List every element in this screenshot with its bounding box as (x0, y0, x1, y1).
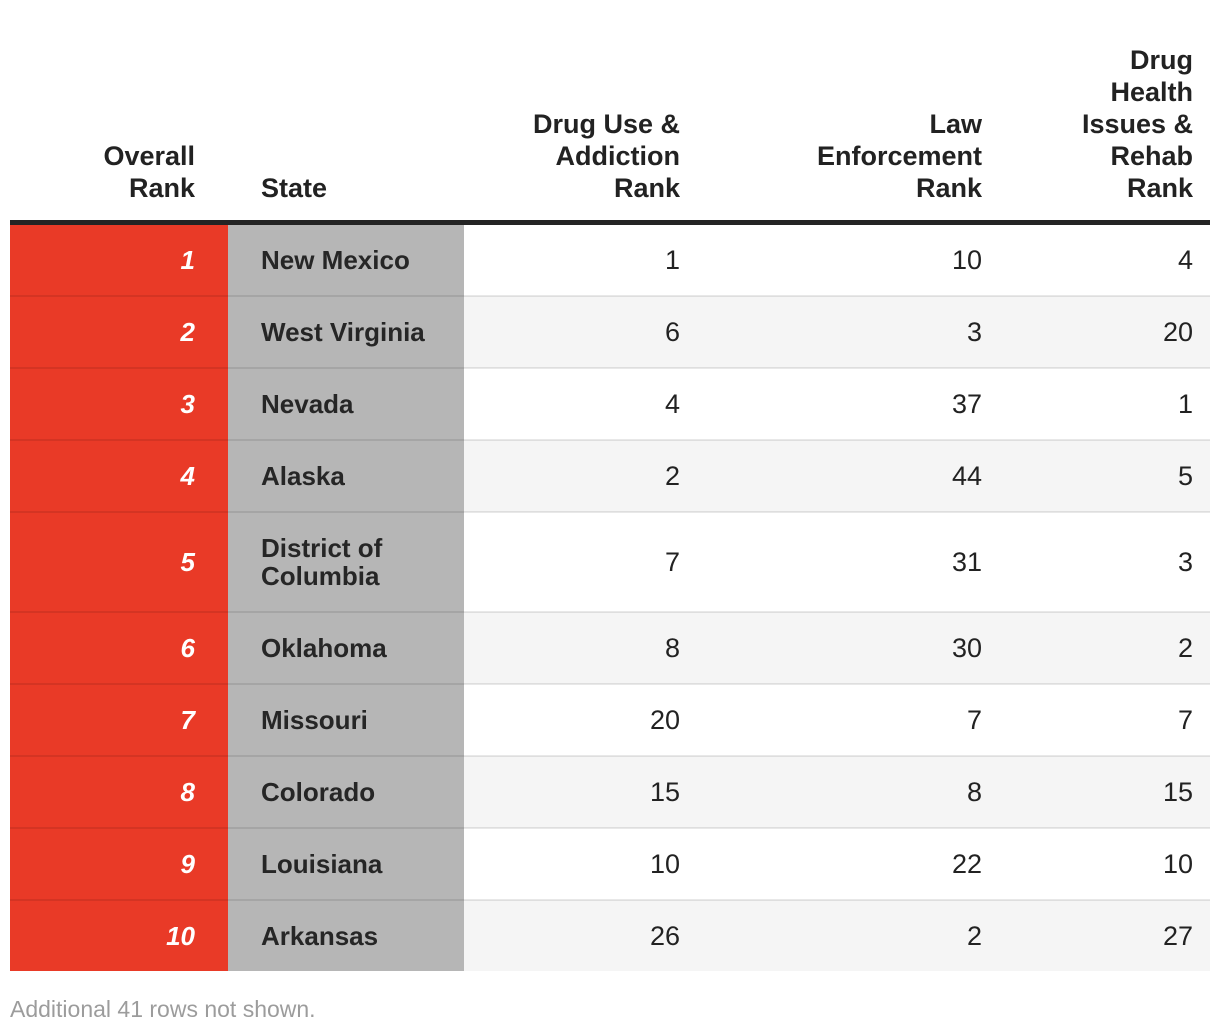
additional-rows-note: Additional 41 rows not shown. (10, 996, 316, 1022)
law-enforcement-rank-cell: 44 (697, 439, 999, 512)
overall-rank-cell: 3 (10, 367, 228, 440)
overall-rank-cell: 7 (10, 683, 228, 756)
table-row: 9 Louisiana 10 22 10 (10, 827, 1210, 900)
drug-health-rehab-rank-cell: 3 (999, 511, 1210, 612)
law-enforcement-rank-cell: 30 (697, 611, 999, 684)
overall-rank-cell: 4 (10, 439, 228, 512)
column-header-drug-use-addiction-rank: Drug Use & Addiction Rank (464, 44, 697, 225)
column-header-label: Drug Health Issues & Rehab Rank (1081, 45, 1193, 203)
drug-health-rehab-rank-cell: 1 (999, 367, 1210, 440)
overall-rank-cell: 8 (10, 755, 228, 828)
rankings-table: Overall Rank State Drug Use & Addiction … (10, 44, 1210, 971)
table-row: 6 Oklahoma 8 30 2 (10, 611, 1210, 684)
table-row: 8 Colorado 15 8 15 (10, 755, 1210, 828)
drug-health-rehab-rank-cell: 5 (999, 439, 1210, 512)
drug-health-rehab-rank-cell: 4 (999, 222, 1210, 296)
state-cell: West Virginia (228, 295, 464, 368)
table-row: 10 Arkansas 26 2 27 (10, 899, 1210, 971)
header-row: Overall Rank State Drug Use & Addiction … (10, 44, 1210, 225)
law-enforcement-rank-cell: 31 (697, 511, 999, 612)
overall-rank-cell: 1 (10, 222, 228, 296)
column-header-state: State (228, 44, 464, 225)
table-row: 2 West Virginia 6 3 20 (10, 295, 1210, 368)
table-row: 7 Missouri 20 7 7 (10, 683, 1210, 756)
table-row: 3 Nevada 4 37 1 (10, 367, 1210, 440)
drug-health-rehab-rank-cell: 10 (999, 827, 1210, 900)
state-cell: Alaska (228, 439, 464, 512)
state-cell: Louisiana (228, 827, 464, 900)
drug-use-addiction-rank-cell: 2 (464, 439, 697, 512)
drug-use-addiction-rank-cell: 7 (464, 511, 697, 612)
table-row: 1 New Mexico 1 10 4 (10, 222, 1210, 296)
law-enforcement-rank-cell: 37 (697, 367, 999, 440)
drug-use-addiction-rank-cell: 4 (464, 367, 697, 440)
law-enforcement-rank-cell: 10 (697, 222, 999, 296)
overall-rank-cell: 5 (10, 511, 228, 612)
drug-use-addiction-rank-cell: 8 (464, 611, 697, 684)
drug-use-addiction-rank-cell: 6 (464, 295, 697, 368)
law-enforcement-rank-cell: 7 (697, 683, 999, 756)
column-header-law-enforcement-rank: Law Enforcement Rank (697, 44, 999, 225)
state-cell: Arkansas (228, 899, 464, 971)
overall-rank-cell: 2 (10, 295, 228, 368)
column-header-label: Drug Use & Addiction Rank (532, 109, 680, 203)
drug-health-rehab-rank-cell: 27 (999, 899, 1210, 971)
column-header-label: State (261, 173, 328, 203)
state-cell: District of Columbia (228, 511, 464, 612)
table-body: 1 New Mexico 1 10 4 2 West Virginia 6 3 … (10, 222, 1210, 971)
state-cell: New Mexico (228, 222, 464, 296)
overall-rank-cell: 9 (10, 827, 228, 900)
column-header-label: Law Enforcement Rank (816, 109, 982, 203)
drug-use-addiction-rank-cell: 1 (464, 222, 697, 296)
state-cell: Oklahoma (228, 611, 464, 684)
column-header-drug-health-rehab-rank: Drug Health Issues & Rehab Rank (999, 44, 1210, 225)
drug-use-addiction-rank-cell: 10 (464, 827, 697, 900)
state-cell: Missouri (228, 683, 464, 756)
state-cell: Colorado (228, 755, 464, 828)
law-enforcement-rank-cell: 8 (697, 755, 999, 828)
drug-use-addiction-rank-cell: 26 (464, 899, 697, 971)
overall-rank-cell: 6 (10, 611, 228, 684)
state-cell: Nevada (228, 367, 464, 440)
law-enforcement-rank-cell: 2 (697, 899, 999, 971)
drug-use-addiction-rank-cell: 20 (464, 683, 697, 756)
table-row: 5 District of Columbia 7 31 3 (10, 511, 1210, 612)
table-row: 4 Alaska 2 44 5 (10, 439, 1210, 512)
drug-health-rehab-rank-cell: 15 (999, 755, 1210, 828)
overall-rank-cell: 10 (10, 899, 228, 971)
drug-health-rehab-rank-cell: 7 (999, 683, 1210, 756)
table-header: Overall Rank State Drug Use & Addiction … (10, 44, 1210, 225)
column-header-overall-rank: Overall Rank (10, 44, 228, 225)
law-enforcement-rank-cell: 3 (697, 295, 999, 368)
drug-health-rehab-rank-cell: 2 (999, 611, 1210, 684)
column-header-label: Overall Rank (103, 141, 195, 203)
law-enforcement-rank-cell: 22 (697, 827, 999, 900)
drug-use-addiction-rank-cell: 15 (464, 755, 697, 828)
drug-health-rehab-rank-cell: 20 (999, 295, 1210, 368)
